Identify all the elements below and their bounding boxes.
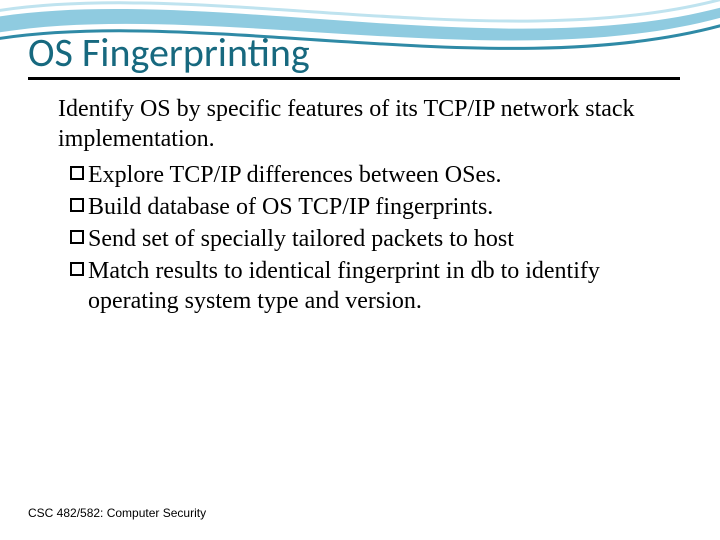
- slide-footer: CSC 482/582: Computer Security: [28, 506, 206, 520]
- slide-title: OS Fingerprinting: [28, 28, 680, 80]
- square-bullet-icon: [70, 262, 84, 276]
- square-bullet-icon: [70, 198, 84, 212]
- list-item: Send set of specially tailored packets t…: [70, 224, 670, 254]
- square-bullet-icon: [70, 166, 84, 180]
- bullet-text: Send set of specially tailored packets t…: [88, 224, 670, 254]
- slide: OS Fingerprinting Identify OS by specifi…: [0, 0, 720, 540]
- bullet-list: Explore TCP/IP differences between OSes.…: [58, 160, 670, 316]
- list-item: Match results to identical fingerprint i…: [70, 256, 670, 316]
- bullet-text: Match results to identical fingerprint i…: [88, 256, 670, 316]
- list-item: Explore TCP/IP differences between OSes.: [70, 160, 670, 190]
- list-item: Build database of OS TCP/IP fingerprints…: [70, 192, 670, 222]
- lead-paragraph: Identify OS by specific features of its …: [58, 94, 670, 154]
- slide-body: Identify OS by specific features of its …: [28, 94, 680, 316]
- square-bullet-icon: [70, 230, 84, 244]
- bullet-text: Build database of OS TCP/IP fingerprints…: [88, 192, 670, 222]
- bullet-text: Explore TCP/IP differences between OSes.: [88, 160, 670, 190]
